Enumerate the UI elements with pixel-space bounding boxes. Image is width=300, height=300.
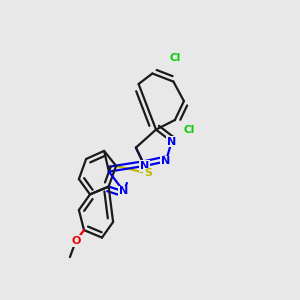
Text: N: N <box>140 161 149 171</box>
Text: S: S <box>144 168 152 178</box>
Text: Cl: Cl <box>170 52 181 63</box>
Text: Cl: Cl <box>184 124 195 135</box>
Text: O: O <box>71 236 81 246</box>
Text: N: N <box>119 186 128 197</box>
Text: N: N <box>161 156 170 167</box>
Text: N: N <box>167 136 176 147</box>
